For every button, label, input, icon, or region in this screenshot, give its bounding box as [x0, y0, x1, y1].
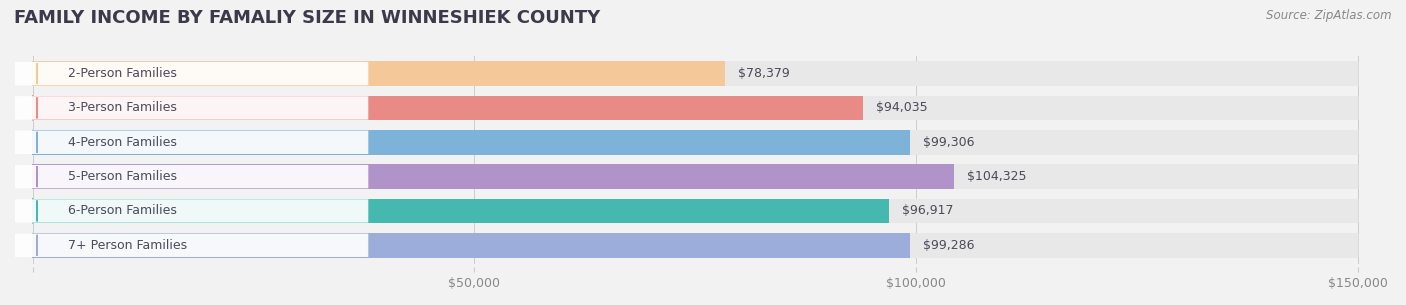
- FancyBboxPatch shape: [15, 96, 368, 120]
- Bar: [32, 199, 889, 223]
- Text: $96,917: $96,917: [901, 204, 953, 217]
- FancyBboxPatch shape: [15, 165, 368, 188]
- Bar: [32, 61, 1358, 86]
- Bar: [32, 95, 1358, 120]
- FancyBboxPatch shape: [15, 62, 368, 85]
- Text: 2-Person Families: 2-Person Families: [67, 67, 177, 80]
- FancyBboxPatch shape: [15, 234, 368, 257]
- Bar: [32, 130, 1358, 155]
- Text: FAMILY INCOME BY FAMALIY SIZE IN WINNESHIEK COUNTY: FAMILY INCOME BY FAMALIY SIZE IN WINNESH…: [14, 9, 600, 27]
- Bar: [32, 95, 863, 120]
- Text: $99,286: $99,286: [922, 239, 974, 252]
- Bar: [32, 199, 1358, 223]
- Bar: [32, 233, 1358, 258]
- FancyBboxPatch shape: [15, 131, 368, 154]
- Bar: [32, 233, 910, 258]
- Text: 5-Person Families: 5-Person Families: [67, 170, 177, 183]
- Text: $104,325: $104,325: [967, 170, 1026, 183]
- Text: $78,379: $78,379: [738, 67, 790, 80]
- Text: 4-Person Families: 4-Person Families: [67, 136, 177, 149]
- Bar: [32, 130, 910, 155]
- Bar: [32, 164, 955, 189]
- Bar: [32, 61, 725, 86]
- Text: $99,306: $99,306: [924, 136, 974, 149]
- FancyBboxPatch shape: [15, 199, 368, 223]
- Bar: [32, 164, 1358, 189]
- Text: 7+ Person Families: 7+ Person Families: [67, 239, 187, 252]
- Text: Source: ZipAtlas.com: Source: ZipAtlas.com: [1267, 9, 1392, 22]
- Text: $94,035: $94,035: [876, 102, 928, 114]
- Text: 6-Person Families: 6-Person Families: [67, 204, 177, 217]
- Text: 3-Person Families: 3-Person Families: [67, 102, 177, 114]
